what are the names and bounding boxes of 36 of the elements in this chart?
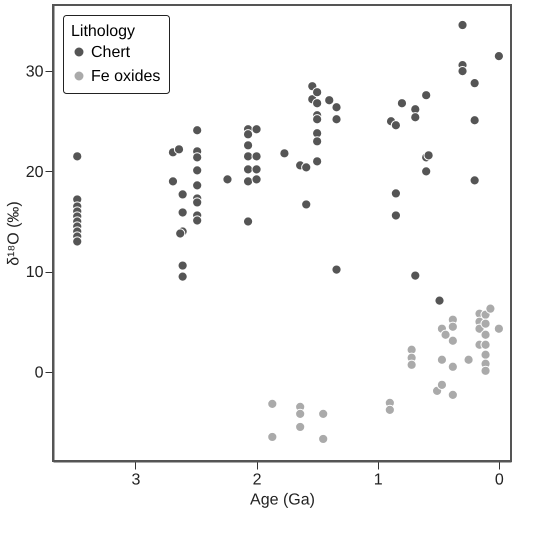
point <box>448 336 458 346</box>
x-tick-label: 0 <box>494 472 504 488</box>
point <box>485 304 496 314</box>
point <box>480 350 491 360</box>
y-tick-label: 30 <box>26 64 44 81</box>
legend-label: Chert <box>91 44 131 61</box>
point <box>448 362 458 372</box>
legend-title: Lithology <box>71 23 136 40</box>
point <box>295 408 306 419</box>
point <box>448 390 458 400</box>
point <box>436 354 448 365</box>
point <box>406 360 417 370</box>
y-tick-label: 10 <box>26 264 44 282</box>
x-axis-title: Age (Ga) <box>250 492 315 508</box>
point <box>463 354 474 365</box>
y-axis-title: δ¹⁸O (‰) <box>6 201 23 266</box>
point <box>384 404 395 415</box>
point <box>295 422 306 432</box>
y-tick-label: 0 <box>34 364 44 382</box>
point <box>267 398 278 409</box>
point <box>440 330 451 340</box>
x-tick-label: 2 <box>252 472 262 488</box>
point <box>436 380 448 390</box>
legend-label: Fe oxides <box>91 68 160 85</box>
point <box>267 432 278 442</box>
y-tick-label: 20 <box>26 164 44 181</box>
point <box>480 340 491 350</box>
point <box>318 434 328 444</box>
x-tick-label: 3 <box>131 472 140 488</box>
point <box>480 366 491 376</box>
point <box>318 408 328 419</box>
point <box>494 324 504 334</box>
point <box>448 322 458 332</box>
point <box>480 318 491 329</box>
point <box>480 330 491 340</box>
x-tick-label: 1 <box>374 472 383 488</box>
